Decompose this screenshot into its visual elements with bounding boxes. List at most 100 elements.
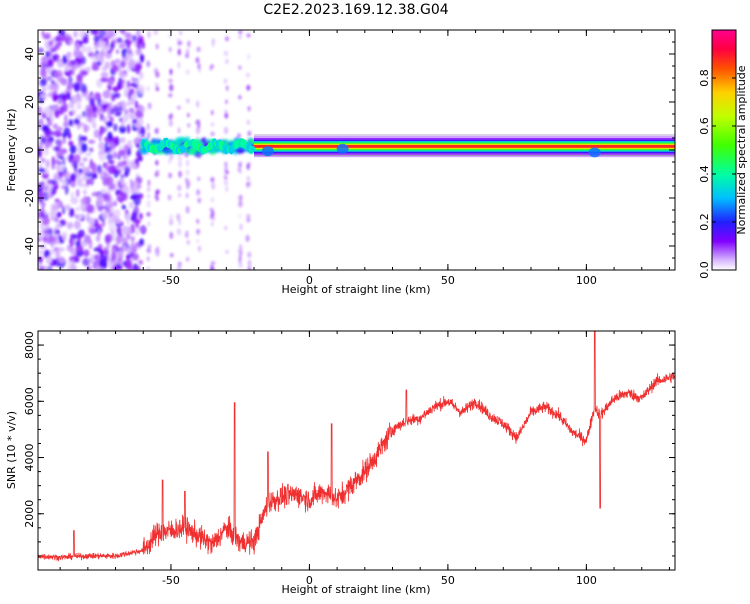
noise-speckle	[115, 49, 119, 54]
noise-speckle	[38, 250, 44, 255]
noise-speckle	[128, 112, 133, 117]
noise-speckle	[178, 261, 182, 266]
noise-speckle	[146, 186, 151, 193]
noise-speckle	[124, 236, 129, 246]
noise-speckle	[225, 99, 228, 105]
noise-speckle	[137, 133, 143, 138]
noise-speckle	[247, 105, 251, 112]
noise-speckle	[133, 180, 139, 189]
noise-speckle	[45, 159, 50, 168]
noise-speckle	[47, 187, 51, 198]
noise-speckle	[42, 226, 50, 232]
noise-speckle	[125, 101, 132, 107]
noise-speckle	[211, 110, 214, 116]
noise-speckle	[89, 53, 98, 61]
noise-speckle	[38, 191, 44, 199]
noise-speckle	[78, 162, 85, 167]
noise-speckle	[126, 47, 132, 55]
noise-speckle	[238, 263, 243, 269]
noise-speckle	[76, 114, 83, 120]
noise-speckle	[98, 141, 105, 151]
noise-speckle	[125, 226, 132, 235]
noise-speckle	[127, 123, 131, 134]
noise-speckle	[56, 144, 62, 152]
noise-speckle	[90, 117, 96, 127]
noise-speckle	[146, 212, 151, 217]
noise-speckle	[93, 35, 100, 43]
snr-y-tick-label: 2000	[23, 500, 36, 528]
noise-speckle	[66, 53, 71, 60]
spectrogram-y-tick-label: 40	[23, 47, 36, 61]
noise-speckle	[94, 257, 100, 268]
noise-speckle	[247, 251, 252, 259]
noise-speckle	[179, 31, 183, 35]
noise-speckle	[133, 122, 141, 128]
noise-speckle	[83, 124, 89, 133]
noise-speckle	[120, 178, 124, 186]
spectrogram-x-tick-label: 50	[441, 274, 455, 287]
noise-speckle	[119, 260, 124, 266]
noise-speckle	[210, 221, 214, 227]
noise-speckle	[119, 41, 125, 48]
noise-speckle	[133, 139, 141, 144]
noise-speckle	[138, 259, 144, 265]
noise-speckle	[125, 32, 133, 41]
noise-speckle	[86, 178, 90, 186]
noise-speckle	[114, 209, 121, 218]
noise-speckle	[210, 261, 216, 266]
noise-speckle	[47, 57, 55, 68]
noise-speckle	[65, 92, 71, 100]
carrier-dip	[588, 147, 601, 158]
noise-speckle	[60, 219, 65, 227]
noise-speckle	[246, 176, 250, 181]
noise-speckle	[53, 44, 58, 53]
noise-speckle	[51, 182, 59, 188]
noise-speckle	[138, 225, 144, 232]
noise-speckle	[48, 50, 53, 58]
noise-speckle	[54, 109, 60, 119]
noise-speckle	[177, 41, 181, 47]
noise-speckle	[123, 87, 130, 95]
noise-speckle	[135, 265, 141, 270]
noise-speckle	[139, 238, 145, 246]
noise-speckle	[169, 69, 173, 76]
noise-speckle	[130, 180, 134, 190]
noise-speckle	[247, 119, 250, 126]
noise-speckle	[76, 103, 82, 110]
noise-speckle	[246, 53, 251, 60]
noise-speckle	[196, 228, 201, 234]
noise-speckle	[48, 235, 56, 243]
noise-speckle	[177, 127, 181, 134]
noise-speckle	[116, 226, 123, 236]
noise-speckle	[225, 58, 229, 64]
noise-speckle	[238, 30, 243, 35]
noise-speckle	[73, 30, 78, 38]
noise-speckle	[75, 245, 84, 252]
transition-blob	[139, 149, 149, 155]
noise-speckle	[139, 212, 143, 220]
noise-speckle	[130, 236, 135, 242]
noise-speckle	[108, 212, 112, 218]
noise-speckle	[177, 229, 182, 235]
spectrogram-x-tick-label: -50	[162, 274, 180, 287]
colorbar-label: Normalized spectral amplitude	[735, 65, 748, 234]
noise-speckle	[125, 39, 131, 49]
noise-speckle	[185, 53, 189, 59]
noise-speckle	[238, 194, 243, 201]
noise-speckle	[196, 46, 201, 52]
noise-speckle	[75, 188, 80, 198]
noise-speckle	[186, 159, 189, 167]
spectrogram-y-tick-label: 20	[23, 95, 36, 109]
noise-speckle	[64, 65, 70, 72]
noise-speckle	[178, 217, 181, 225]
noise-speckle	[97, 228, 102, 237]
noise-speckle	[55, 223, 63, 229]
noise-speckle	[41, 215, 50, 226]
snr-y-label: SNR (10 * v/v)	[5, 411, 18, 489]
noise-speckle	[50, 203, 57, 213]
noise-speckle	[90, 253, 95, 262]
noise-speckle	[131, 76, 135, 83]
noise-speckle	[102, 210, 109, 220]
noise-speckle	[58, 106, 65, 115]
